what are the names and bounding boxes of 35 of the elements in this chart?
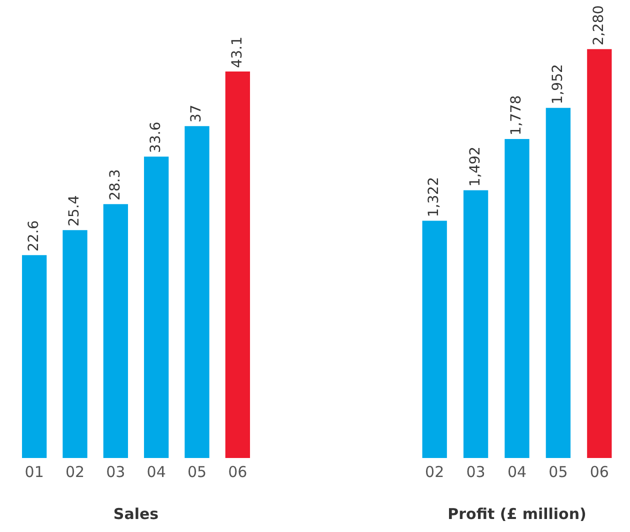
bar xyxy=(184,126,210,458)
data-label: 1,492 xyxy=(467,146,484,187)
x-tick-label: 03 xyxy=(466,462,486,481)
bar xyxy=(22,255,47,458)
bar xyxy=(463,190,488,458)
x-tick-label: 05 xyxy=(187,462,207,481)
data-label: 43.1 xyxy=(229,36,246,68)
data-label: 1,322 xyxy=(426,177,442,218)
bar xyxy=(62,230,88,458)
bar xyxy=(103,204,128,458)
bar xyxy=(546,108,571,458)
data-label: 37 xyxy=(188,104,205,122)
x-tick-label: 03 xyxy=(106,462,126,481)
x-axis-title: Sales xyxy=(113,504,159,523)
x-tick-label: 01 xyxy=(24,462,44,481)
data-label: 25.4 xyxy=(66,195,83,226)
x-tick-label: 05 xyxy=(548,462,568,481)
bar xyxy=(225,71,250,458)
x-tick-label: 04 xyxy=(146,462,166,481)
x-tick-label: 02 xyxy=(425,462,444,481)
x-tick-label: 04 xyxy=(507,462,527,481)
bar xyxy=(422,220,447,458)
x-tick-label: 06 xyxy=(228,462,248,481)
data-label: 28.3 xyxy=(107,169,124,200)
bar xyxy=(144,156,169,458)
data-label: 1,952 xyxy=(550,64,566,104)
data-label: 2,280 xyxy=(591,5,608,46)
x-axis-title: Profit (£ million) xyxy=(448,504,586,523)
bar xyxy=(504,139,530,458)
x-tick-label: 06 xyxy=(590,462,609,481)
data-label: 22.6 xyxy=(26,220,42,252)
data-label: 1,778 xyxy=(508,95,525,136)
data-label: 33.6 xyxy=(148,122,164,153)
x-tick-label: 02 xyxy=(65,462,85,481)
bar xyxy=(587,49,612,458)
